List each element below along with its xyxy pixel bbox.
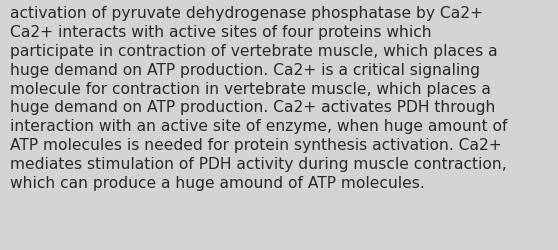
Text: activation of pyruvate dehydrogenase phosphatase by Ca2+
Ca2+ interacts with act: activation of pyruvate dehydrogenase pho… — [10, 6, 508, 190]
